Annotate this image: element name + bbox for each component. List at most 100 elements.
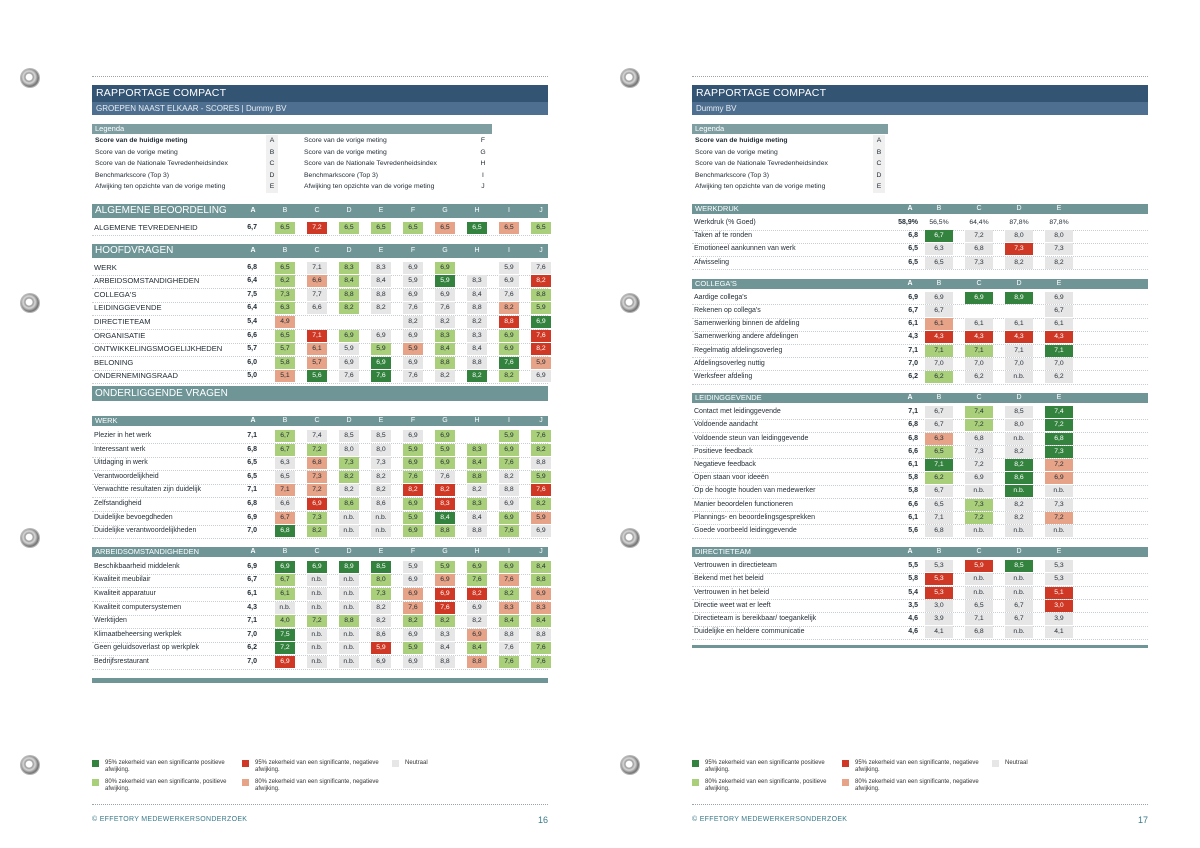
- significance-key-item: 80% zekerheid van een significante, nega…: [242, 779, 387, 795]
- row-divider: [92, 356, 548, 358]
- score-cell: 5,3: [925, 586, 953, 599]
- score-cell: 3,0: [925, 599, 953, 612]
- column-letter: H: [474, 417, 480, 424]
- score-cell: 8,2: [435, 484, 455, 497]
- score-cell: 8,4: [371, 275, 391, 288]
- score-cell: 8,8: [467, 302, 487, 315]
- score-cell: 8,6: [371, 498, 391, 510]
- row-label: Taken af te ronden: [694, 232, 752, 240]
- score-cell: 7,6: [531, 656, 551, 668]
- score-cell: 7,3: [965, 256, 993, 269]
- score-cell: 7,2: [307, 484, 327, 497]
- score-cell: 6,5: [339, 222, 359, 234]
- score-cell: 5,9: [499, 430, 519, 442]
- legend-description: 80% zekerheid van een significante, posi…: [105, 779, 227, 792]
- column-letter: G: [442, 207, 448, 214]
- column-letter: A: [907, 205, 913, 212]
- score-cell: 7,6: [499, 574, 519, 587]
- row-label: Kwaliteit apparatuur: [94, 590, 156, 597]
- score-cell: 6,9: [403, 430, 423, 442]
- score-cell: [371, 316, 391, 328]
- score-current: 6,5: [908, 245, 918, 253]
- score-cell: 8,8: [435, 356, 455, 369]
- legend-row: Afwijking ten opzichte van de vorige met…: [92, 181, 492, 193]
- score-cell: 7,1: [925, 459, 953, 471]
- score-cell: 6,9: [531, 588, 551, 600]
- legend-swatch: [692, 779, 699, 786]
- column-letter: F: [410, 246, 416, 254]
- legend-text: Score van de vorige meting: [95, 148, 178, 156]
- score-cell: 6,5: [275, 329, 295, 342]
- table-row: Duidelijke bevoegdheden 6,9 6,7 7,3 n.b. n.b.…: [92, 511, 551, 526]
- column-letter: C: [976, 279, 982, 287]
- column-letter: F: [410, 207, 416, 214]
- score-cell: 6,9: [403, 498, 423, 510]
- score-cell: 5,9: [499, 261, 519, 274]
- score-current: 7,0: [247, 630, 257, 638]
- score-cell: n.b.: [965, 586, 993, 599]
- legend-description: 95% zekerheid van een significante, nega…: [855, 760, 979, 773]
- score-cell: 6,9: [339, 329, 359, 342]
- legend-letter: C: [266, 158, 278, 170]
- binder-ring-icon: [621, 529, 639, 547]
- score-cell: 8,3: [467, 443, 487, 456]
- row-label: Regelmatig afdelingsoverleg: [694, 346, 783, 354]
- score-cell: 8,8: [467, 470, 487, 483]
- score-current: 6,8: [908, 232, 918, 240]
- row-divider: [92, 456, 548, 458]
- score-cell: 3,9: [1045, 613, 1073, 625]
- score-cell: 8,0: [371, 443, 391, 456]
- legend-letter: D: [873, 169, 885, 181]
- row-label: ARBEIDSOMSTANDIGHEDEN: [94, 276, 200, 286]
- score-cell: 7,6: [435, 302, 455, 315]
- score-current: 6,7: [908, 307, 918, 314]
- score-cell: 6,3: [275, 457, 295, 470]
- table-row: Plannings- en beoordelingsgesprekken 6,1 7…: [692, 511, 1148, 526]
- legend-letter: F: [480, 137, 486, 144]
- score-cell: 8,3: [531, 601, 551, 614]
- score-cell: 6,2: [275, 275, 295, 288]
- column-letter: J: [539, 207, 543, 214]
- row-label: Beschikbaarheid middelenk: [94, 562, 180, 570]
- score-cell: 64,4%: [969, 219, 989, 226]
- column-letter: B: [936, 394, 942, 402]
- section-header-2: LEIDINGGEVENDE A B C D E: [692, 393, 1148, 404]
- score-cell: 5,9: [371, 343, 391, 356]
- score-cell: n.b.: [339, 511, 359, 524]
- significance-key-item: 95% zekerheid van een significante, nega…: [242, 760, 387, 776]
- table-row: Afdelingsoverleg nuttig 7,0 7,0 7,0 7,0 7,0: [692, 357, 1148, 372]
- score-cell: 8,6: [1005, 472, 1033, 485]
- top-rule: [692, 76, 1148, 77]
- table-row: Plezier in het werk 7,1 6,7 7,4 8,5 8,5 6,9 6,9…: [92, 430, 551, 444]
- score-cell: 8,3: [339, 261, 359, 274]
- row-divider: [692, 330, 1148, 332]
- score-cell: 8,4: [499, 615, 519, 628]
- score-cell: 4,3: [1045, 331, 1073, 344]
- column-letter: J: [539, 246, 543, 254]
- score-cell: 8,4: [435, 642, 455, 655]
- section-heading-label: ONDERLIGGENDE VRAGEN: [95, 388, 228, 399]
- row-label: Voldoende aandacht: [694, 421, 758, 429]
- table-row: Directieteam is bereikbaar/ toegankelijk…: [692, 613, 1148, 627]
- score-cell: 8,2: [371, 484, 391, 497]
- score-cell: 8,0: [1045, 230, 1073, 243]
- score-cell: 6,9: [435, 457, 455, 470]
- row-divider: [692, 537, 1148, 539]
- score-current: 6,1: [247, 590, 257, 597]
- score-cell: 8,2: [307, 525, 327, 538]
- score-cell: 6,5: [403, 222, 423, 234]
- score-cell: n.b.: [371, 525, 391, 538]
- legend-description: 95% zekerheid van een significante posit…: [705, 760, 825, 773]
- section-header-0: WERKDRUK A B C D E: [692, 204, 1148, 214]
- significance-key-item: Neutraal: [392, 760, 537, 776]
- score-cell: 7,3: [339, 457, 359, 470]
- section-title: ARBEIDSOMSTANDIGHEDEN: [95, 546, 200, 556]
- table-row: Aardige collega's 6,9 6,9 6,9 8,9 6,9: [692, 291, 1148, 306]
- score-cell: 5,9: [435, 275, 455, 288]
- score-cell: 7,1: [307, 329, 327, 342]
- score-cell: 6,9: [339, 356, 359, 369]
- score-cell: 8,2: [499, 470, 519, 483]
- column-letter: C: [314, 547, 320, 555]
- score-cell: 8,2: [1005, 256, 1033, 269]
- row-label: Plannings- en beoordelingsgesprekken: [694, 513, 816, 521]
